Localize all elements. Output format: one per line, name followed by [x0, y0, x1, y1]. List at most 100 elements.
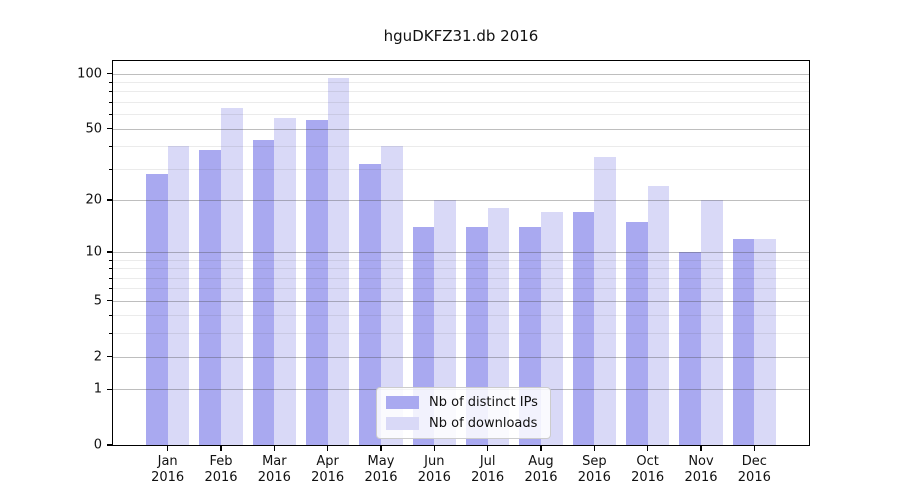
- bar-nb-of-downloads-apr: [327, 77, 350, 445]
- x-tick-mark: [220, 446, 222, 451]
- legend-label: Nb of downloads: [429, 416, 538, 431]
- x-tick-label-mar: Mar 2016: [257, 454, 291, 485]
- gridline-minor: [113, 81, 809, 83]
- bar-nb-of-downloads-feb: [221, 107, 243, 445]
- x-tick-mark: [486, 446, 489, 451]
- bar-nb-of-distinct-ips-may: [359, 163, 381, 445]
- x-tick-mark: [753, 446, 756, 451]
- bar-nb-of-downloads-jun: [434, 199, 456, 445]
- y-tick-mark: [107, 300, 112, 302]
- gridline-major: [113, 356, 809, 358]
- y-tick-mark-minor: [109, 268, 112, 270]
- bar-nb-of-downloads-jul: [487, 208, 510, 445]
- gridline-minor: [113, 333, 809, 335]
- y-tick-label: 100: [77, 66, 102, 82]
- x-tick-label-jul: Jul 2016: [471, 454, 505, 485]
- y-tick-mark-minor: [109, 81, 112, 83]
- gridline-major: [113, 300, 809, 302]
- legend-item-nb-of-downloads: Nb of downloads: [386, 416, 538, 431]
- legend-label: Nb of distinct IPs: [429, 395, 538, 410]
- x-tick-label-feb: Feb 2016: [204, 454, 238, 485]
- y-tick-mark-minor: [109, 168, 112, 170]
- bar-nb-of-distinct-ips-sep: [572, 212, 595, 445]
- x-tick-mark: [540, 446, 542, 451]
- y-tick-mark-minor: [109, 91, 112, 93]
- gridline-major: [113, 251, 809, 253]
- y-tick-mark-minor: [109, 288, 112, 290]
- gridline-major: [113, 73, 809, 75]
- gridline-minor: [113, 277, 809, 279]
- x-tick-mark: [700, 446, 702, 451]
- y-tick-mark: [107, 72, 112, 75]
- x-tick-label-apr: Apr 2016: [311, 454, 345, 485]
- y-tick-mark-minor: [109, 114, 112, 116]
- gridline-minor: [113, 101, 809, 103]
- gridline-minor: [113, 315, 809, 317]
- legend-swatch-nb-of-distinct-ips: [386, 396, 419, 409]
- bar-nb-of-downloads-dec: [754, 238, 776, 445]
- x-tick-mark: [273, 446, 276, 451]
- y-tick-label: 2: [93, 349, 102, 365]
- y-tick-mark-minor: [109, 146, 112, 148]
- bar-nb-of-downloads-mar: [274, 118, 296, 445]
- y-tick-label: 20: [85, 192, 102, 208]
- x-tick-mark: [593, 446, 596, 451]
- bar-nb-of-distinct-ips-dec: [732, 238, 755, 445]
- gridline-minor: [113, 288, 809, 290]
- legend-swatch-nb-of-downloads: [386, 417, 419, 430]
- gridline-minor: [113, 259, 809, 261]
- bar-nb-of-downloads-oct: [647, 185, 670, 445]
- gridline-minor: [113, 114, 809, 116]
- bar-nb-of-downloads-aug: [541, 212, 563, 445]
- chart-title: hguDKFZ31.db 2016: [383, 27, 539, 45]
- y-tick-mark: [107, 444, 112, 446]
- y-tick-label: 5: [93, 293, 102, 309]
- plot-area: Nb of distinct IPs Nb of downloads: [112, 60, 810, 446]
- gridline-minor: [113, 268, 809, 270]
- x-tick-mark: [166, 446, 169, 451]
- y-tick-mark-minor: [109, 277, 112, 279]
- y-tick-label: 1: [93, 381, 102, 397]
- y-tick-mark: [107, 127, 112, 130]
- bar-nb-of-distinct-ips-mar: [252, 140, 275, 445]
- gridline-minor: [113, 91, 809, 93]
- x-tick-mark: [326, 446, 329, 451]
- gridline-minor: [113, 146, 809, 148]
- x-tick-label-nov: Nov 2016: [684, 454, 718, 485]
- x-tick-label-aug: Aug 2016: [524, 454, 558, 485]
- legend: Nb of distinct IPs Nb of downloads: [376, 387, 551, 439]
- y-tick-mark: [107, 199, 112, 201]
- x-tick-mark: [380, 446, 382, 451]
- legend-item-nb-of-distinct-ips: Nb of distinct IPs: [386, 395, 538, 410]
- bar-nb-of-distinct-ips-jan: [146, 173, 168, 445]
- x-tick-mark: [433, 446, 436, 451]
- bar-nb-of-distinct-ips-oct: [626, 221, 648, 445]
- bar-nb-of-downloads-nov: [701, 199, 723, 445]
- y-tick-mark: [107, 388, 112, 390]
- bar-nb-of-downloads-sep: [594, 156, 616, 445]
- x-tick-label-may: May 2016: [364, 454, 398, 485]
- bar-nb-of-distinct-ips-feb: [199, 150, 221, 445]
- x-tick-mark: [646, 446, 649, 451]
- x-tick-label-jun: Jun 2016: [417, 454, 451, 485]
- x-tick-label-jan: Jan 2016: [151, 454, 185, 485]
- x-tick-label-sep: Sep 2016: [577, 454, 611, 485]
- x-tick-label-dec: Dec 2016: [737, 454, 771, 485]
- x-tick-label-oct: Oct 2016: [631, 454, 665, 485]
- gridline-major: [113, 199, 809, 201]
- bar-nb-of-distinct-ips-nov: [679, 252, 701, 445]
- bar-nb-of-downloads-may: [381, 146, 403, 445]
- y-tick-mark-minor: [109, 259, 112, 261]
- y-tick-mark: [107, 251, 112, 253]
- gridline-minor: [113, 168, 809, 170]
- y-tick-label: 50: [85, 121, 102, 137]
- y-tick-label: 10: [85, 244, 102, 260]
- bar-nb-of-distinct-ips-apr: [306, 119, 328, 445]
- gridline-major: [113, 128, 809, 130]
- y-tick-mark-minor: [109, 333, 112, 335]
- bar-nb-of-downloads-jan: [167, 146, 190, 445]
- y-tick-label: 0: [93, 437, 102, 453]
- y-tick-mark: [107, 355, 112, 358]
- y-tick-mark-minor: [109, 101, 112, 103]
